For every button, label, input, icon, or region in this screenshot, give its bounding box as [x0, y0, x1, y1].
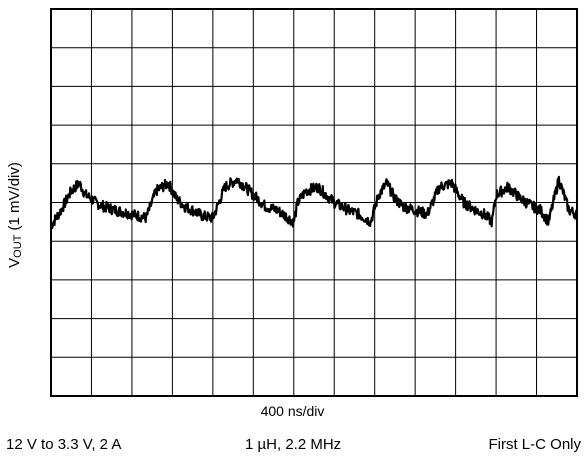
grid	[51, 9, 577, 396]
x-axis-label: 400 ns/div	[260, 403, 325, 419]
test-conditions-label: 12 V to 3.3 V, 2 A	[6, 436, 122, 453]
plot-frame	[50, 8, 578, 397]
y-axis-label: VOUT (1 mV/div)	[6, 162, 24, 268]
vout-ripple-trace	[49, 175, 578, 230]
inductor-frequency-label: 1 µH, 2.2 MHz	[245, 436, 342, 453]
filter-stage-label: First L-C Only	[488, 436, 581, 453]
trace-group	[49, 175, 578, 230]
